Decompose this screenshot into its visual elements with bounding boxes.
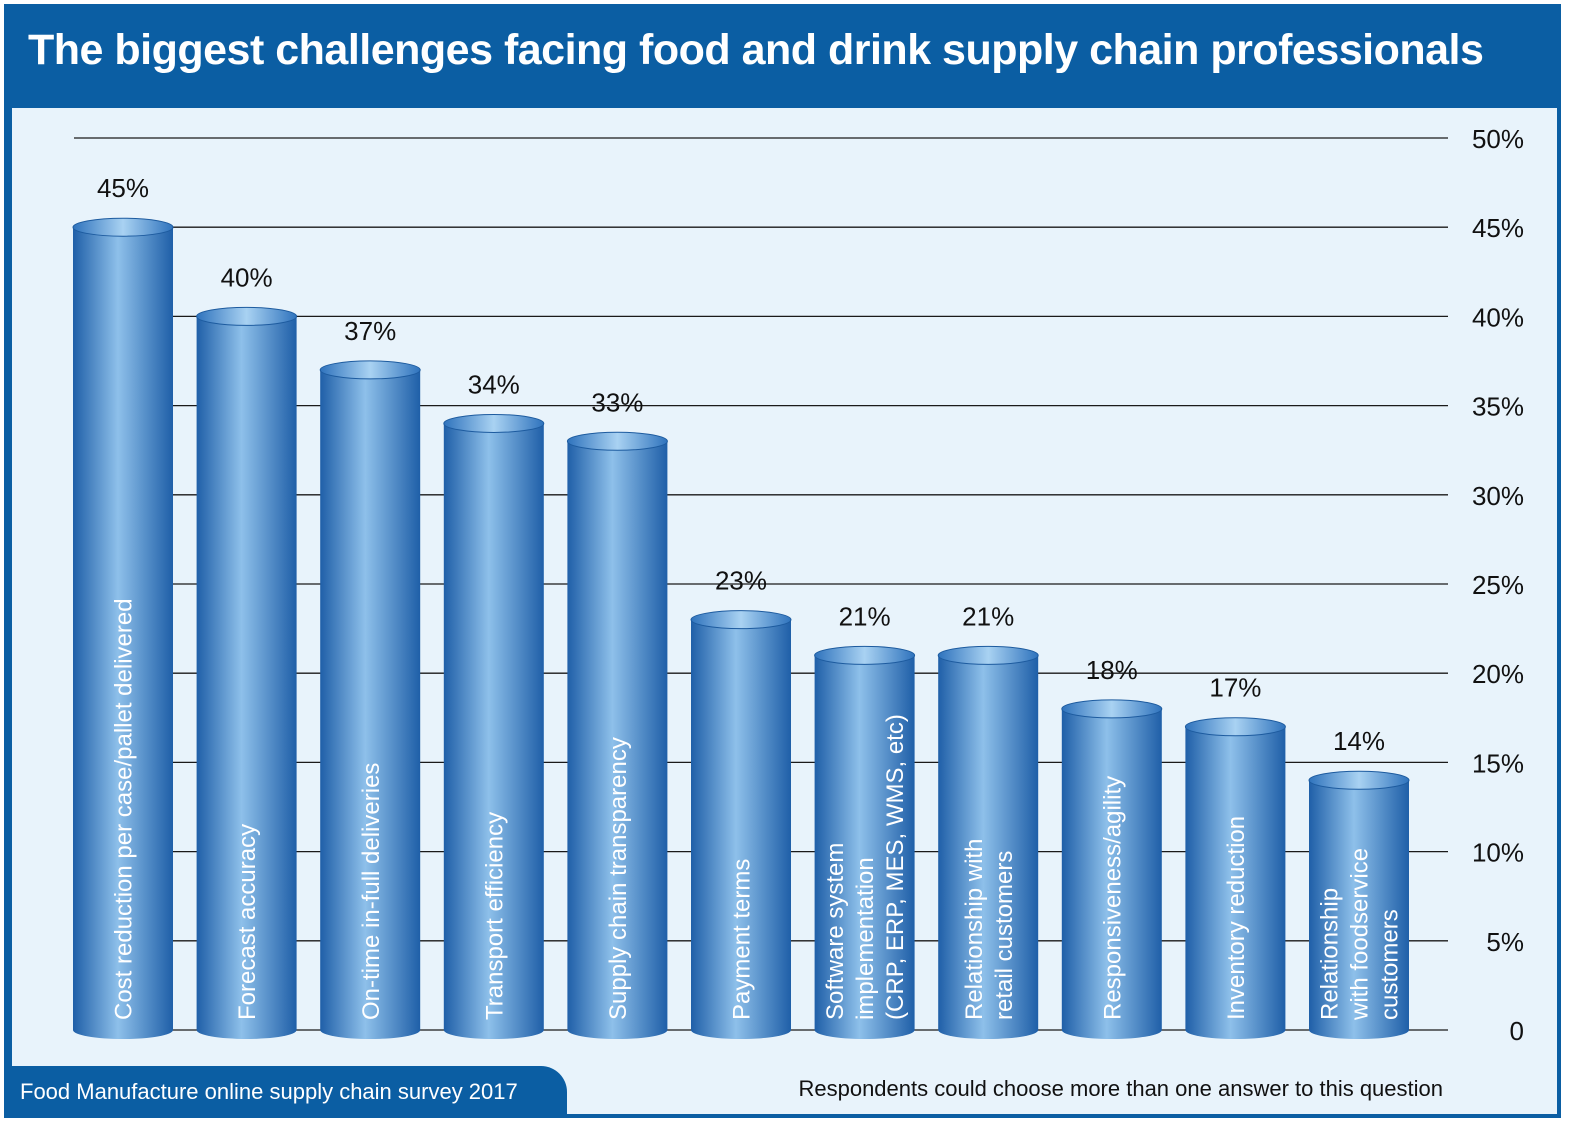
y-tick-label: 20% xyxy=(1472,659,1524,689)
bar-group: 37% On-time in-full deliveries xyxy=(319,316,421,1039)
category-label: Responsiveness/agility xyxy=(1099,776,1126,1020)
bar-chart: 0 5% 10% 15% 20% 25% 30% 35% 40% 45% 50% 45% Cost re… xyxy=(72,124,1524,1046)
category-label-line: Forecast accuracy xyxy=(234,824,261,1020)
category-label-line: implementation xyxy=(852,857,879,1020)
bar xyxy=(1309,780,1409,1039)
bar-group: 34% Transport efficiency xyxy=(443,369,545,1039)
bar xyxy=(443,423,544,1039)
bar-group: 33% Supply chain transparency xyxy=(566,387,668,1039)
category-label-line: Payment terms xyxy=(729,859,756,1020)
bar-group: 23% Payment terms xyxy=(690,566,792,1039)
category-label: Transport efficiency xyxy=(481,812,508,1020)
bar xyxy=(567,441,668,1039)
category-label-line: Cost reduction per case/pallet delivered xyxy=(111,598,138,1020)
bar-group: 14% Relationship with foodservice customers xyxy=(1308,726,1410,1039)
bar xyxy=(814,655,915,1039)
y-tick-label: 15% xyxy=(1472,748,1524,778)
data-label: 23% xyxy=(715,566,767,596)
category-label-line: Supply chain transparency xyxy=(605,737,632,1020)
bar xyxy=(196,316,297,1039)
chart-title: The biggest challenges facing food and d… xyxy=(28,26,1484,74)
bar-cap xyxy=(1061,699,1163,719)
category-label: Payment terms xyxy=(729,859,756,1020)
data-label: 34% xyxy=(468,369,520,399)
y-tick-label: 35% xyxy=(1472,392,1524,422)
category-label-line: with foodservice xyxy=(1347,848,1374,1021)
bar-group: 18% Responsiveness/agility xyxy=(1061,655,1163,1039)
category-label-line: retail customers xyxy=(991,851,1018,1020)
bar-cap xyxy=(814,645,916,665)
category-label: Relationship with retail customers xyxy=(961,839,1018,1020)
category-label: Inventory reduction xyxy=(1223,816,1250,1020)
data-label: 21% xyxy=(962,601,1014,631)
y-tick-label: 45% xyxy=(1472,213,1524,243)
category-label-line: Inventory reduction xyxy=(1223,816,1250,1020)
bar-cap xyxy=(1308,770,1410,790)
category-label: Relationship with foodservice customers xyxy=(1317,848,1404,1021)
bar-group: 40% Forecast accuracy xyxy=(196,262,298,1039)
category-label: Supply chain transparency xyxy=(605,737,632,1020)
bar-cap xyxy=(72,217,174,237)
data-label: 40% xyxy=(221,262,273,292)
y-tick-label: 10% xyxy=(1472,838,1524,868)
category-label-line: Relationship with xyxy=(961,839,988,1020)
bar xyxy=(1061,708,1162,1039)
header: The biggest challenges facing food and d… xyxy=(4,4,1561,108)
category-label: Software system implementation (CRP, ERP, … xyxy=(822,714,909,1020)
y-tick-label: 40% xyxy=(1472,302,1524,332)
footnote: Respondents could choose more than one a… xyxy=(798,1076,1443,1101)
category-label-line: Transport efficiency xyxy=(481,812,508,1020)
bar-group: 45% Cost reduction per case/pallet delive… xyxy=(72,173,174,1039)
bar-cap xyxy=(443,413,545,433)
y-tick-label: 50% xyxy=(1472,124,1524,154)
bar-group: 21% Relationship with retail customers xyxy=(937,601,1039,1039)
data-label: 37% xyxy=(344,316,396,346)
category-label-line: Software system xyxy=(822,843,849,1020)
category-label-line: Responsiveness/agility xyxy=(1099,776,1126,1020)
bar-cap xyxy=(319,360,421,380)
bar xyxy=(1185,726,1286,1039)
data-label: 14% xyxy=(1333,726,1385,756)
y-tick-label: 0 xyxy=(1510,1016,1524,1046)
category-label: Cost reduction per case/pallet delivered xyxy=(111,598,138,1020)
bar-group: 21% Software system implementation (CRP, ER… xyxy=(814,601,916,1039)
bar xyxy=(73,227,173,1039)
bar-cap xyxy=(1184,717,1286,737)
category-label: Forecast accuracy xyxy=(234,824,261,1020)
data-label: 21% xyxy=(839,601,891,631)
bar-cap xyxy=(566,431,668,451)
data-label: 33% xyxy=(591,387,643,417)
category-label-line: On-time in-full deliveries xyxy=(358,763,385,1020)
bar-cap xyxy=(690,610,792,630)
y-tick-label: 25% xyxy=(1472,570,1524,600)
bar xyxy=(320,369,421,1039)
category-label: On-time in-full deliveries xyxy=(358,763,385,1020)
category-label-line: Relationship xyxy=(1317,888,1344,1020)
bar xyxy=(938,655,1039,1039)
plot-area: 0 5% 10% 15% 20% 25% 30% 35% 40% 45% 50% 45% Cost re… xyxy=(12,108,1557,1114)
y-tick-label: 5% xyxy=(1486,927,1524,957)
category-label-line: customers xyxy=(1377,909,1404,1020)
bar xyxy=(691,619,791,1039)
bar-group: 17% Inventory reduction xyxy=(1184,673,1286,1039)
source-label: Food Manufacture online supply chain sur… xyxy=(12,1066,567,1118)
data-label: 17% xyxy=(1209,673,1261,703)
y-tick-label: 30% xyxy=(1472,481,1524,511)
bar-cap xyxy=(937,645,1039,665)
data-label: 45% xyxy=(97,173,149,203)
bar-cap xyxy=(196,306,298,326)
chart-frame: The biggest challenges facing food and d… xyxy=(4,4,1561,1118)
category-label-line: (CRP, ERP, MES, WMS, etc) xyxy=(882,714,909,1020)
data-label: 18% xyxy=(1086,655,1138,685)
